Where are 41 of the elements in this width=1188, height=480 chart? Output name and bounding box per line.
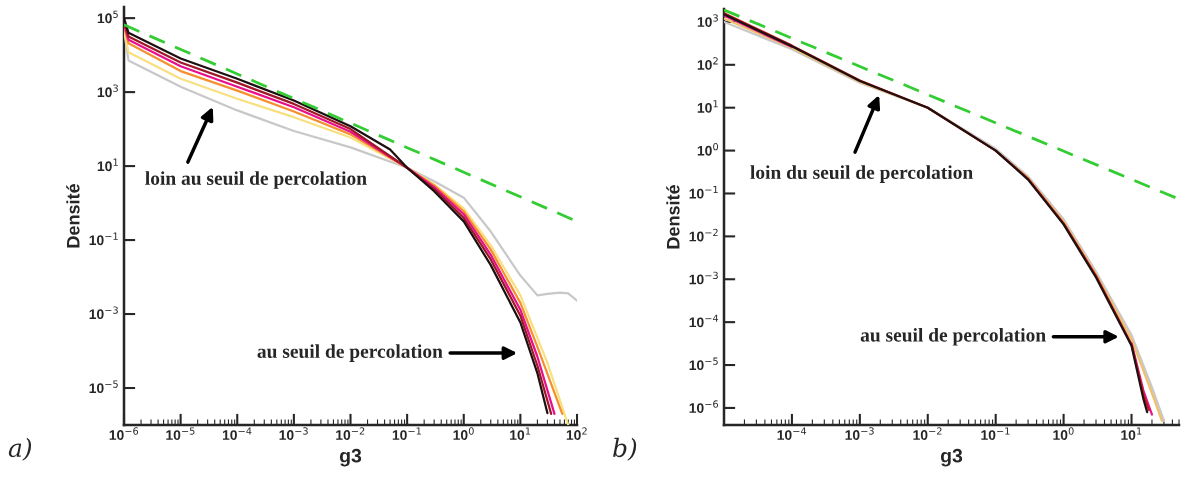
- text: b): [613, 437, 637, 461]
- x-tick-label: 10$^{0}$: [1053, 427, 1074, 440]
- y-axis-title: Densité: [66, 184, 80, 248]
- y-tick-label: 10$^{2}$: [697, 57, 718, 70]
- annotation: au seuil de percolation: [860, 327, 1046, 346]
- x-tick-label: 10$^{−3}$: [279, 427, 308, 440]
- x-tick-label: 10$^{−6}$: [109, 427, 139, 440]
- x-tick-label: 10$^{2}$: [566, 427, 587, 440]
- y-tick-label: 10$^{3}$: [697, 14, 718, 27]
- y-tick-label: 10$^{1}$: [97, 158, 118, 172]
- y-tick-label: 10$^{−5}$: [89, 380, 118, 394]
- x-tick-label: 10$^{1}$: [510, 427, 531, 440]
- x-tick-label: 10$^{1}$: [1121, 427, 1142, 440]
- y-tick-label: 10$^{−4}$: [689, 314, 719, 328]
- y-axis-title: Densité: [666, 185, 680, 249]
- annotation: loin du seuil de percolation: [750, 165, 973, 183]
- x-tick-label: 10$^{−1}$: [981, 427, 1010, 440]
- x-axis-title: g3: [940, 448, 963, 467]
- x-tick-label: 10$^{−4}$: [222, 427, 252, 440]
- y-tick-label: 10$^{−3}$: [689, 271, 718, 285]
- y-tick-label: 10$^{5}$: [97, 10, 118, 24]
- y-tick-label: 10$^{−3}$: [89, 306, 118, 320]
- x-tick-label: 10$^{−3}$: [845, 427, 874, 440]
- y-tick-label: 10$^{−5}$: [689, 357, 718, 371]
- y-tick-label: 10$^{−1}$: [689, 186, 718, 199]
- annotation: au seuil de percolation: [257, 344, 443, 362]
- x-tick-label: 10$^{−2}$: [913, 427, 942, 440]
- y-tick-label: 10$^{1}$: [697, 100, 718, 113]
- x-tick-label: 10$^{−1}$: [392, 427, 421, 440]
- x-tick-label: 10$^{−5}$: [166, 427, 195, 440]
- y-tick-label: 10$^{−1}$: [89, 232, 118, 246]
- text: a): [8, 437, 32, 461]
- y-tick-label: 10$^{0}$: [697, 142, 719, 156]
- x-tick-label: 10$^{0}$: [453, 427, 474, 440]
- y-tick-label: 10$^{−2}$: [689, 228, 718, 242]
- x-tick-label: 10$^{−4}$: [777, 427, 807, 440]
- x-tick-label: 10$^{−2}$: [336, 427, 365, 440]
- x-axis-title: g3: [339, 448, 362, 467]
- y-tick-label: 10$^{3}$: [97, 84, 118, 98]
- y-tick-label: 10$^{−6}$: [689, 400, 719, 413]
- annotation: loin au seuil de percolation: [145, 171, 367, 189]
